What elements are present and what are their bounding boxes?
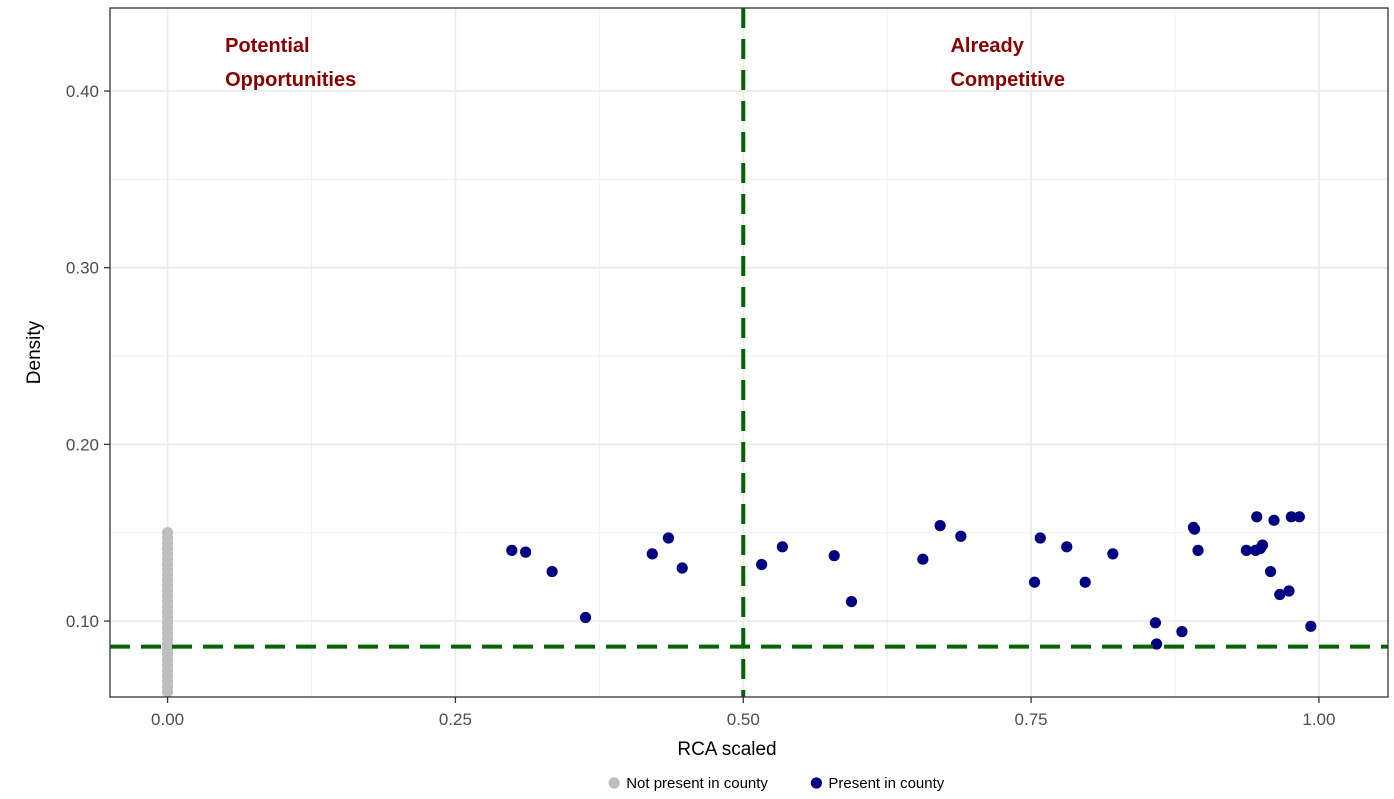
point-present: [506, 544, 518, 556]
x-tick-label: 0.75: [1015, 710, 1048, 729]
point-present: [1150, 638, 1163, 650]
point-present: [646, 548, 658, 560]
y-tick-label: 0.40: [66, 82, 99, 101]
point-present: [579, 611, 592, 624]
annotation-text: Already: [950, 35, 1024, 57]
point-present: [1192, 544, 1204, 556]
point-present: [1028, 576, 1041, 588]
y-tick-label: 0.10: [66, 612, 99, 631]
legend-key: [810, 777, 823, 789]
point-present: [1188, 523, 1201, 535]
point-present: [955, 530, 967, 542]
x-axis-title: RCA scaled: [677, 739, 776, 760]
legend-label: Not present in county: [626, 775, 768, 792]
legend-label: Present in county: [828, 775, 944, 792]
point-present: [1079, 576, 1091, 588]
x-tick-label: 1.00: [1302, 710, 1335, 729]
y-tick-label: 0.20: [66, 435, 99, 454]
point-present: [1176, 626, 1188, 638]
point-present: [776, 541, 788, 553]
annotation-text: Opportunities: [225, 69, 356, 91]
point-present: [828, 550, 840, 562]
plot-panel-border: [109, 7, 1389, 698]
point-present: [676, 562, 688, 574]
point-present: [1285, 511, 1297, 523]
y-tick-label: 0.30: [66, 259, 99, 278]
annotation-text: Potential: [225, 35, 309, 57]
point-present: [1283, 585, 1295, 597]
point-present: [1149, 617, 1162, 629]
point-not-present: [161, 686, 174, 698]
point-present: [1061, 541, 1073, 553]
annotation-text: Competitive: [950, 69, 1064, 91]
x-tick-label: 0.00: [151, 710, 184, 729]
point-present: [1293, 511, 1305, 523]
x-tick-label: 0.25: [439, 710, 472, 729]
y-axis-title: Density: [24, 320, 45, 384]
point-present: [756, 558, 768, 571]
point-present: [1256, 539, 1269, 551]
point-present: [1107, 548, 1119, 560]
point-present: [845, 596, 858, 608]
point-present: [1305, 620, 1317, 632]
point-present: [1251, 511, 1263, 523]
point-present: [934, 520, 946, 532]
point-present: [520, 546, 532, 558]
point-present: [1264, 565, 1277, 578]
point-present: [1274, 588, 1286, 601]
point-present: [917, 553, 929, 565]
x-tick-label: 0.50: [727, 710, 760, 729]
point-present: [1268, 514, 1280, 526]
point-present: [1034, 532, 1046, 544]
point-present: [546, 565, 558, 578]
point-present: [1240, 544, 1252, 556]
point-present: [662, 532, 675, 544]
legend-key: [608, 777, 620, 789]
